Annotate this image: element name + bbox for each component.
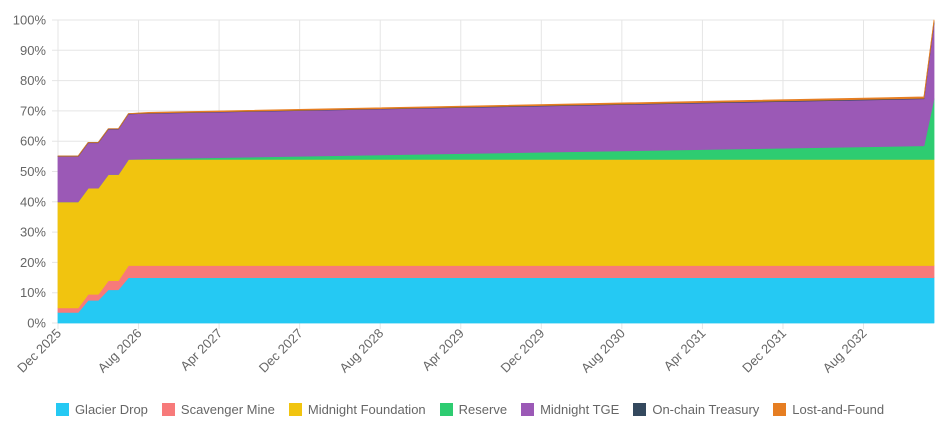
legend-item[interactable]: Scavenger Mine	[161, 401, 275, 417]
legend-label: Midnight TGE	[540, 401, 620, 417]
x-tick-label: Aug 2032	[820, 326, 870, 376]
x-tick-label: Aug 2026	[95, 326, 145, 376]
y-tick-label: 40%	[20, 194, 46, 209]
legend: Glacier Drop Scavenger Mine Midnight Found…	[0, 396, 940, 422]
y-tick-label: 70%	[20, 103, 46, 118]
legend-swatch	[288, 402, 302, 416]
legend-swatch	[773, 402, 787, 416]
legend-label: On-chain Treasury	[652, 401, 760, 417]
legend-item[interactable]: Glacier Drop	[55, 401, 148, 417]
x-axis-tick-labels: Dec 2025 Aug 2026 Apr 2027 Dec 2027 Aug 2028…	[14, 326, 869, 376]
y-tick-label: 10%	[20, 285, 46, 300]
y-tick-label: 50%	[20, 164, 46, 179]
legend-item[interactable]: Midnight TGE	[521, 402, 619, 417]
legend-swatch	[521, 402, 535, 416]
x-tick-label: Dec 2025	[14, 326, 64, 376]
y-tick-label: 0%	[27, 316, 46, 331]
y-tick-label: 30%	[20, 225, 46, 240]
x-tick-label: Dec 2031	[739, 326, 789, 376]
x-tick-label: Dec 2029	[497, 326, 547, 376]
legend-label: Lost-and-Found	[792, 401, 885, 417]
legend-swatch	[161, 402, 175, 416]
x-tick-label: Apr 2027	[177, 326, 225, 374]
x-tick-label: Dec 2027	[256, 326, 306, 376]
legend-item[interactable]: On-chain Treasury	[633, 402, 759, 417]
area-series-group	[57, 19, 935, 324]
legend-item[interactable]: Reserve	[439, 401, 508, 417]
area-series-lost-and-found	[57, 19, 935, 157]
x-tick-label: Aug 2030	[578, 326, 628, 376]
y-tick-label: 100%	[13, 13, 47, 28]
x-tick-label: Apr 2029	[419, 326, 467, 374]
x-tick-label: Aug 2028	[336, 326, 386, 376]
legend-label: Glacier Drop	[74, 401, 148, 417]
area-series-glacier-drop	[57, 277, 935, 324]
legend-swatch	[633, 402, 647, 416]
y-tick-label: 80%	[20, 73, 46, 88]
legend-swatch	[439, 402, 453, 416]
legend-label: Scavenger Mine	[180, 401, 275, 417]
y-tick-label: 60%	[20, 134, 46, 149]
legend-label: Midnight Foundation	[307, 401, 426, 417]
y-tick-label: 90%	[20, 43, 46, 58]
y-axis-tick-labels: 0% 10% 20% 30% 40% 50% 60% 70% 80% 90% 100%	[13, 13, 47, 331]
legend-item[interactable]: Midnight Foundation	[288, 401, 426, 417]
legend-swatch	[55, 402, 69, 416]
legend-label: Reserve	[458, 401, 508, 417]
x-tick-label: Apr 2031	[661, 326, 709, 374]
legend-item[interactable]: Lost-and-Found	[773, 402, 884, 417]
y-tick-label: 20%	[20, 255, 46, 270]
